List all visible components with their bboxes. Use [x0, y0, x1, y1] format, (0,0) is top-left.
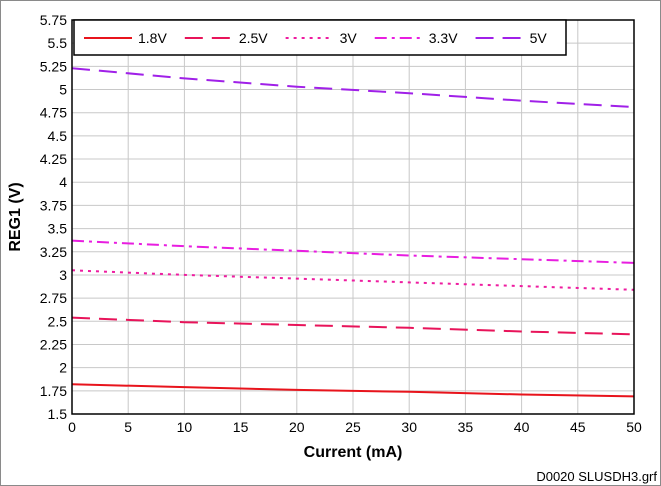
- series-line-5v: [71, 67, 635, 109]
- y-tick-label: 1.75: [40, 383, 67, 399]
- legend-label: 2.5V: [239, 30, 268, 46]
- y-tick-label: 2.75: [40, 290, 67, 306]
- y-tick-labels: 1.5 1.75 2 2.25 2.5 2.75 3 3.25 3.5 3.75 4 4.25 4.5 4…: [40, 12, 67, 422]
- y-tick-label: 3: [59, 267, 67, 283]
- x-tick-label: 35: [458, 419, 474, 435]
- legend-label: 3.3V: [429, 30, 458, 46]
- y-tick-label: 4: [59, 174, 67, 190]
- series-lines: [71, 67, 635, 398]
- legend: 1.8V 2.5V 3V 3.3V 5V: [73, 19, 567, 56]
- y-tick-label: 2: [59, 360, 67, 376]
- y-tick-label: 4.25: [40, 151, 67, 167]
- series-line-3v: [71, 269, 635, 291]
- x-tick-label: 5: [124, 419, 132, 435]
- x-tick-label: 30: [401, 419, 417, 435]
- x-tick-label: 10: [177, 419, 193, 435]
- y-axis-title: REG1 (V): [7, 182, 24, 251]
- figure-reference: D0020 SLUSDH3.grf: [536, 469, 657, 484]
- series-line-2-5v: [71, 316, 635, 336]
- series-line-3-3v: [71, 239, 635, 264]
- x-tick-label: 20: [289, 419, 305, 435]
- y-tick-label: 2.5: [48, 313, 68, 329]
- x-tick-label: 25: [345, 419, 361, 435]
- y-tick-label: 3.75: [40, 197, 67, 213]
- series-line-1-8v: [71, 383, 635, 398]
- y-tick-label: 1.5: [48, 406, 68, 422]
- x-tick-labels: 0 5 10 15 20 25 30 35 40 45 50: [68, 419, 642, 435]
- x-axis-title: Current (mA): [304, 444, 403, 461]
- y-tick-label: 5.25: [40, 58, 67, 74]
- legend-label: 1.8V: [138, 30, 167, 46]
- x-tick-label: 0: [68, 419, 76, 435]
- x-tick-label: 45: [570, 419, 586, 435]
- legend-label: 3V: [340, 30, 358, 46]
- y-tick-label: 3.25: [40, 244, 67, 260]
- y-tick-label: 2.25: [40, 336, 67, 352]
- y-tick-label: 5.5: [48, 35, 68, 51]
- x-tick-label: 40: [514, 419, 530, 435]
- y-tick-label: 5.75: [40, 12, 67, 28]
- legend-label: 5V: [530, 30, 548, 46]
- y-tick-label: 4.75: [40, 105, 67, 121]
- y-tick-label: 4.5: [48, 128, 68, 144]
- y-tick-label: 3.5: [48, 221, 68, 237]
- grid-lines: [71, 19, 635, 415]
- y-tick-label: 5: [59, 82, 67, 98]
- x-tick-label: 15: [233, 419, 249, 435]
- x-tick-label: 50: [626, 419, 642, 435]
